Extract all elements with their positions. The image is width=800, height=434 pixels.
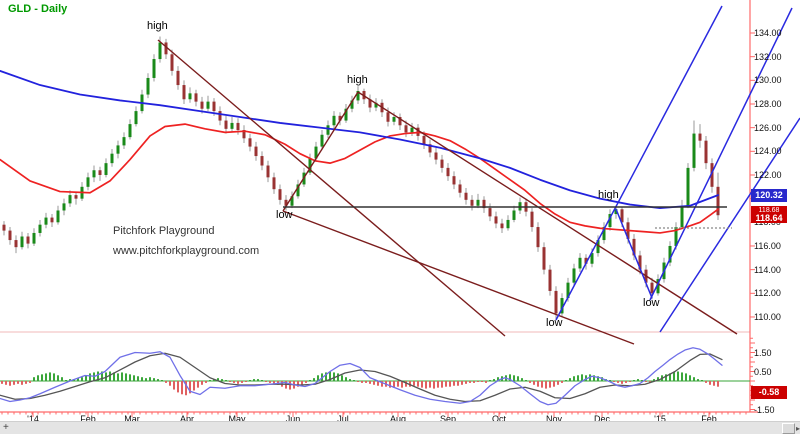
axes — [0, 0, 758, 417]
x-axis-label: Oct — [491, 414, 506, 424]
annotation-high: high — [347, 74, 368, 86]
annotation-high: high — [147, 20, 168, 32]
indicator-value-badge: -0.58 — [751, 386, 787, 399]
indicator-axis-label: 1.50 — [754, 347, 772, 358]
price-axis-label: 130.00 — [754, 75, 782, 86]
x-axis-label: Feb — [80, 414, 96, 424]
price-axis-label: 122.00 — [754, 169, 782, 180]
price-axis-label: 134.00 — [754, 28, 782, 38]
x-axis-label: Feb — [701, 414, 717, 424]
price-axis-label: 128.00 — [754, 98, 782, 109]
watermark-line1: Pitchfork Playground — [113, 225, 215, 237]
annotation-low: low — [276, 209, 293, 221]
last-price-badge: 118.68 118.64 — [751, 206, 787, 223]
watermark-line2: www.pitchforkplayground.com — [113, 245, 260, 257]
signal-line — [0, 352, 723, 403]
annotation-low: low — [643, 297, 660, 309]
chart-title: GLD - Daily — [8, 3, 68, 15]
ma-slow-line — [0, 69, 719, 210]
price-axis-label: 132.00 — [754, 51, 782, 62]
x-axis-label: May — [228, 414, 246, 424]
trendlines — [157, 5, 800, 345]
price-axis-label: 126.00 — [754, 122, 782, 133]
x-axis-label: Sep — [439, 414, 456, 424]
x-axis-label: Jul — [337, 414, 349, 424]
price-axis-label: 114.00 — [754, 264, 781, 275]
price-axis-label: 110.00 — [754, 311, 781, 322]
indicator-axis-label: -1.50 — [754, 404, 775, 415]
x-axis-label: Aug — [389, 414, 406, 424]
annotation-low: low — [546, 317, 563, 329]
annotation-high: high — [598, 189, 619, 201]
price-axis-label: 124.00 — [754, 146, 782, 157]
indicator-axis-label: 0.50 — [754, 366, 772, 377]
ma-value-badge: 120.32 — [751, 189, 787, 202]
x-axis-label: Nov — [545, 414, 562, 424]
x-axis-label: Dec — [593, 414, 610, 424]
macd-line — [0, 347, 723, 406]
bottom-scrollbar[interactable]: + ▸ — [0, 421, 800, 434]
scrollbar-thumb[interactable] — [782, 423, 795, 434]
x-axis-label: '14 — [27, 414, 39, 424]
plus-icon[interactable]: + — [3, 422, 9, 433]
ma-fast-line — [0, 123, 719, 234]
macd-histogram — [1, 371, 719, 396]
last-price-value: 118.64 — [755, 212, 783, 223]
x-axis-label: Apr — [179, 414, 194, 424]
x-axis-label: Mar — [124, 414, 140, 424]
x-axis-label: Jun — [285, 414, 301, 424]
x-axis-label: '15 — [654, 414, 666, 424]
prev-price-value: 118.68 — [758, 206, 780, 214]
scroll-right-arrow-icon[interactable]: ▸ — [796, 424, 800, 433]
price-axis-label: 116.00 — [754, 240, 781, 251]
price-axis-label: 112.00 — [754, 288, 781, 299]
